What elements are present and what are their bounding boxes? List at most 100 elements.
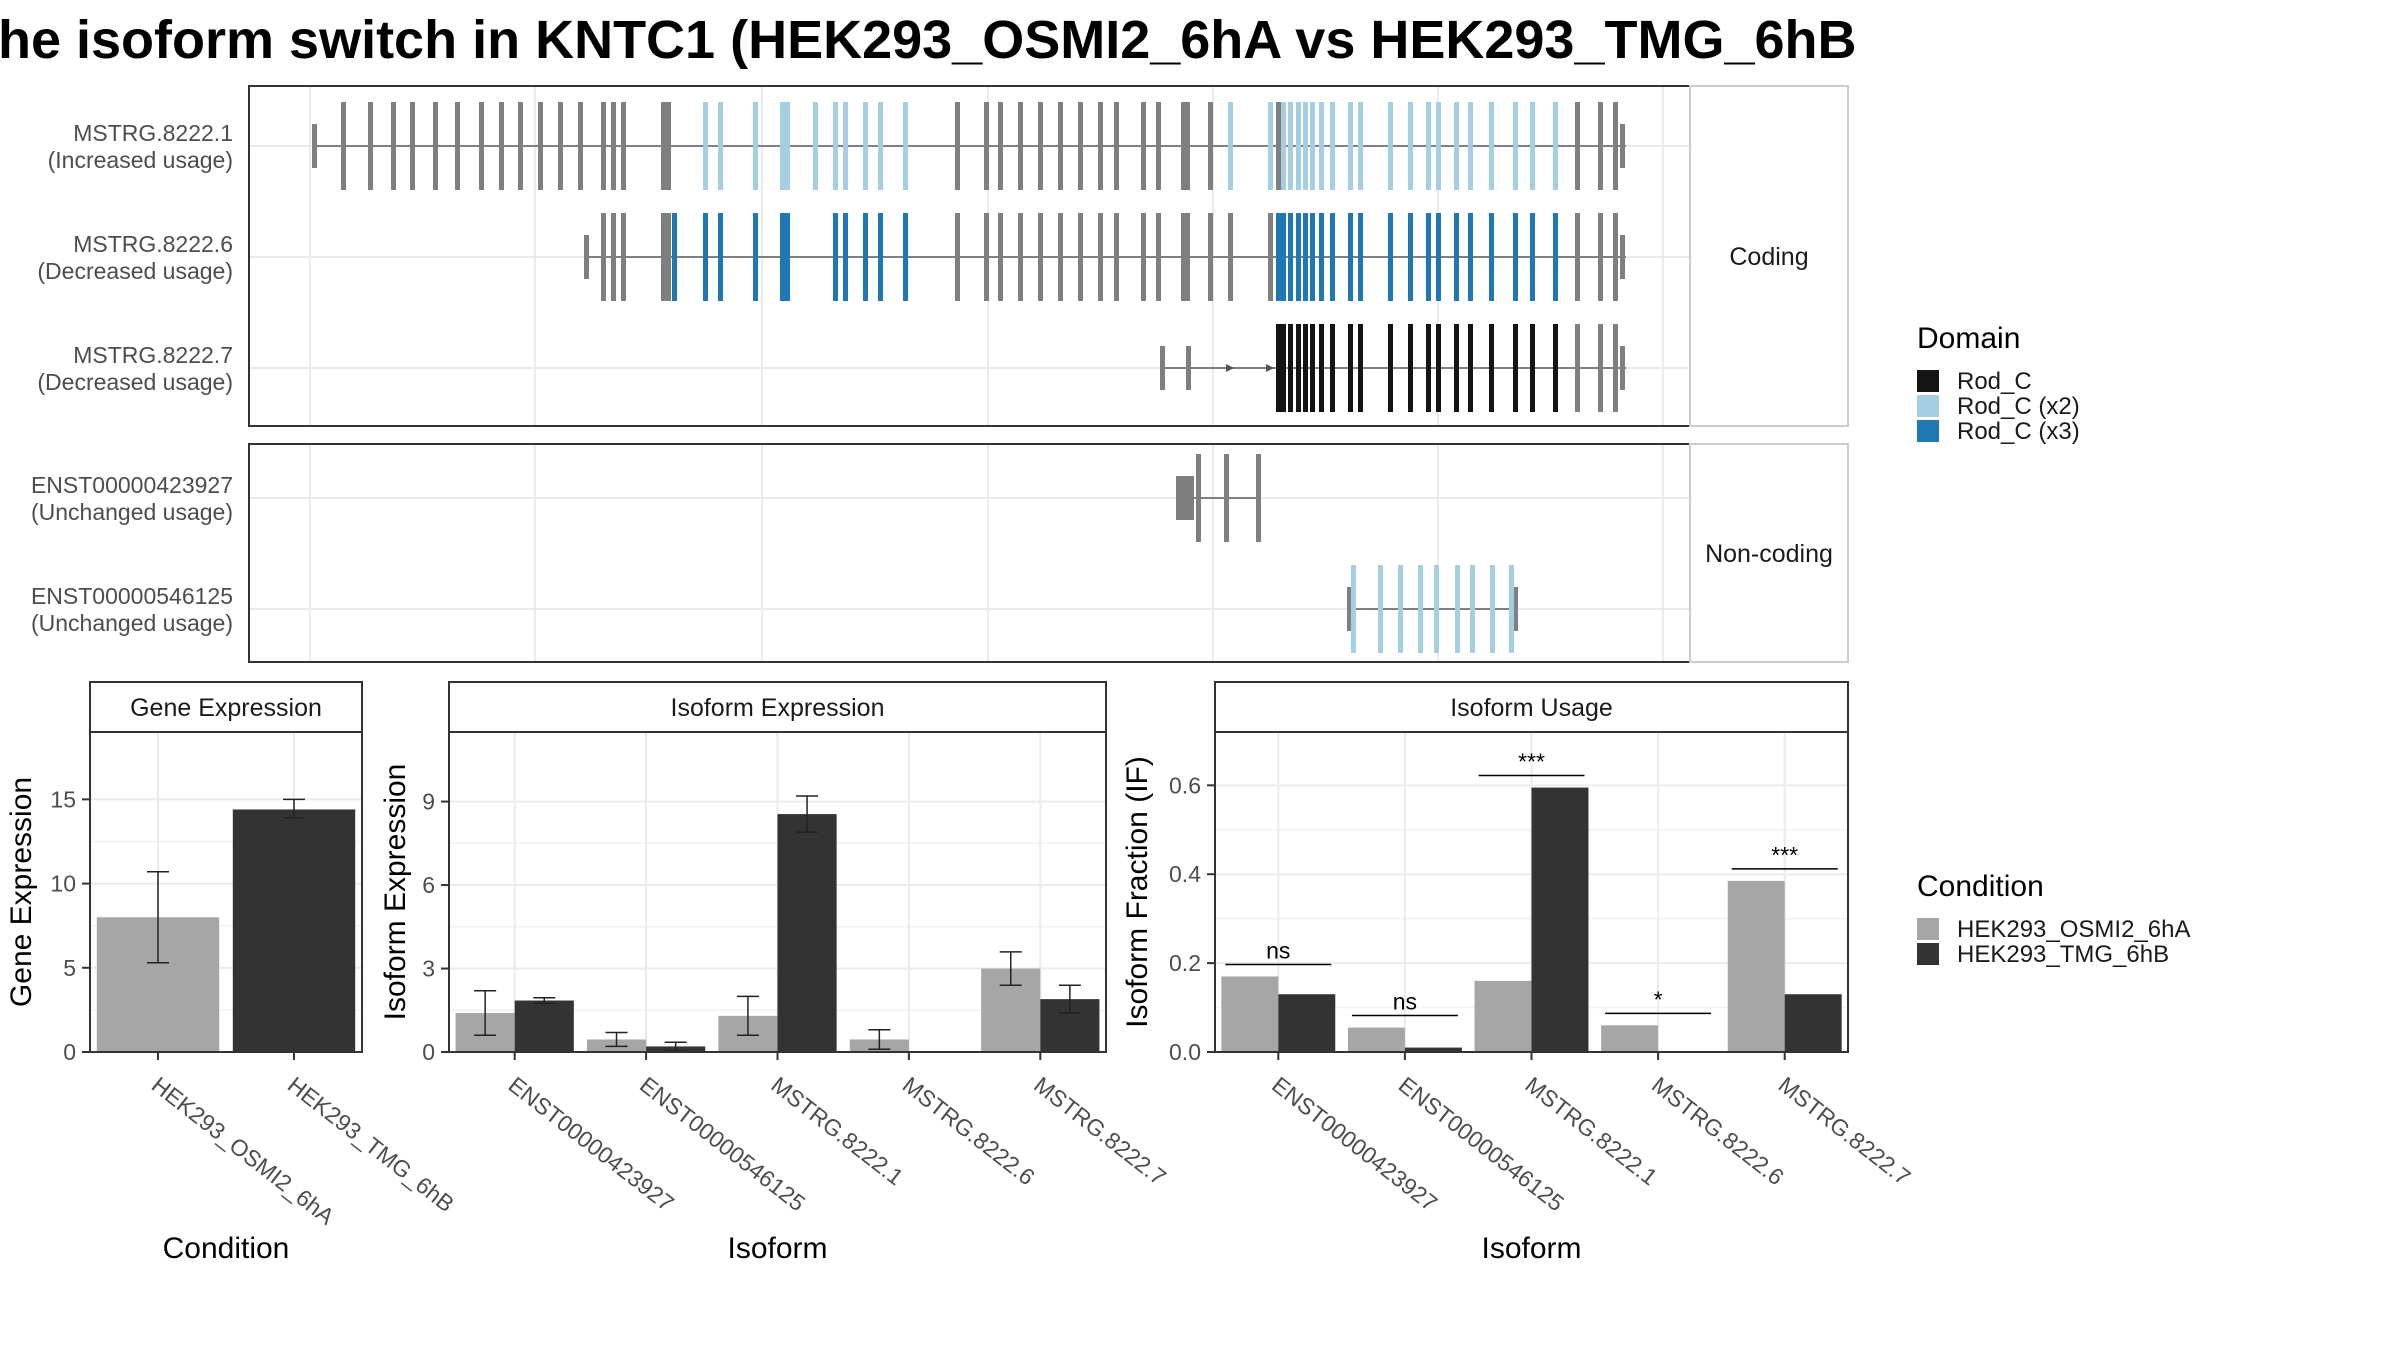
exon-mark (410, 102, 415, 190)
exon-mark (1398, 565, 1403, 653)
significance-label: * (1654, 986, 1663, 1012)
legend-entry: HEK293_TMG_6hB (1957, 941, 2169, 968)
exon-mark (1489, 102, 1494, 190)
exon-mark (1281, 213, 1286, 301)
exon-mark (1319, 213, 1324, 301)
exon-mark (1185, 213, 1190, 301)
bar (514, 1000, 574, 1052)
y-axis-title: Gene Expression (5, 777, 38, 1007)
exon-mark (1038, 102, 1043, 190)
bar (232, 809, 356, 1052)
exon-mark (1058, 213, 1063, 301)
exon-mark (1553, 102, 1558, 190)
exon-mark (1078, 102, 1083, 190)
exon-mark (1181, 102, 1186, 190)
exon-mark (1281, 102, 1286, 190)
exon-mark (1620, 235, 1625, 279)
y-tick-label: 6 (422, 872, 435, 898)
significance-label: ns (1266, 937, 1290, 963)
bar (777, 814, 837, 1052)
exon-mark (1468, 324, 1473, 412)
exon-mark (843, 102, 848, 190)
bar (1784, 994, 1842, 1052)
y-tick-label: 0 (63, 1039, 76, 1065)
exon-mark (1408, 213, 1413, 301)
exon-mark (863, 102, 868, 190)
exon-mark (1196, 454, 1201, 542)
exon-mark (984, 213, 989, 301)
y-tick-label: 9 (422, 789, 435, 815)
exon-mark (1330, 102, 1335, 190)
panel-strip-title: Isoform Expression (671, 694, 885, 722)
exon-mark (1436, 102, 1441, 190)
transcript-usage-label: (Unchanged usage) (31, 499, 233, 525)
exon-mark (479, 102, 484, 190)
exon-mark (1513, 102, 1518, 190)
significance-label: *** (1518, 749, 1545, 775)
exon-mark (1598, 102, 1603, 190)
x-axis-title: Isoform (727, 1232, 827, 1265)
structure-panel-bg (249, 444, 1690, 662)
transcript-name-label: MSTRG.8222.6 (73, 231, 233, 257)
panel-strip (1214, 681, 1849, 733)
exon-mark (1078, 213, 1083, 301)
exon-mark (1613, 213, 1618, 301)
exon-mark (1489, 324, 1494, 412)
exon-mark (780, 213, 785, 301)
exon-mark (1388, 324, 1393, 412)
exon-mark (433, 102, 438, 190)
x-axis-title: Condition (163, 1232, 290, 1265)
legend-entry: Rod_C (x2) (1957, 393, 2080, 420)
transcript-usage-label: (Unchanged usage) (31, 610, 233, 636)
significance-label: ns (1393, 989, 1417, 1015)
transcript-name-label: MSTRG.8222.1 (73, 120, 233, 146)
exon-mark (1288, 102, 1293, 190)
significance-label: *** (1771, 842, 1798, 868)
exon-mark (1358, 213, 1363, 301)
exon-mark (1575, 102, 1580, 190)
exon-mark (878, 102, 883, 190)
y-tick-label: 0 (422, 1039, 435, 1065)
legend-entry: Rod_C (1957, 368, 2032, 395)
bar (1474, 980, 1532, 1052)
bar (1727, 880, 1785, 1052)
exon-mark (1296, 102, 1301, 190)
exon-mark (666, 213, 671, 301)
exon-mark (718, 102, 723, 190)
exon-mark (1330, 324, 1335, 412)
y-tick-label: 0.4 (1169, 861, 1201, 887)
exon-mark (1490, 565, 1495, 653)
facet-label-noncoding: Non-coding (1705, 540, 1833, 568)
exon-mark (1208, 102, 1213, 190)
exon-mark (1613, 324, 1618, 412)
bar (1404, 1047, 1462, 1052)
exon-mark (1098, 102, 1103, 190)
isoform-expression-chart: Isoform Expression0369ENST00000423927ENS… (379, 681, 1171, 1265)
x-tick-label: MSTRG.8222.7 (1029, 1071, 1171, 1190)
exon-mark (621, 213, 626, 301)
x-tick-label: MSTRG.8222.7 (1774, 1071, 1916, 1190)
exon-mark (753, 102, 758, 190)
exon-mark (1347, 587, 1352, 631)
exon-mark (780, 102, 785, 190)
exon-mark (1038, 213, 1043, 301)
x-axis-title: Isoform (1481, 1232, 1581, 1265)
legend-title: Condition (1917, 870, 2044, 903)
exon-mark (1310, 102, 1315, 190)
panel-strip (448, 681, 1107, 733)
exon-mark (1319, 324, 1324, 412)
exon-mark (621, 102, 626, 190)
y-tick-label: 0.0 (1169, 1039, 1201, 1065)
legend-swatch (1917, 370, 1939, 392)
exon-mark (1468, 213, 1473, 301)
exon-mark (1141, 102, 1146, 190)
exon-mark (368, 102, 373, 190)
y-tick-label: 15 (50, 786, 76, 812)
exon-mark (1288, 324, 1293, 412)
exon-mark (1208, 213, 1213, 301)
transcript-usage-label: (Decreased usage) (37, 369, 233, 395)
exon-mark (1276, 102, 1281, 190)
exon-mark (1598, 324, 1603, 412)
